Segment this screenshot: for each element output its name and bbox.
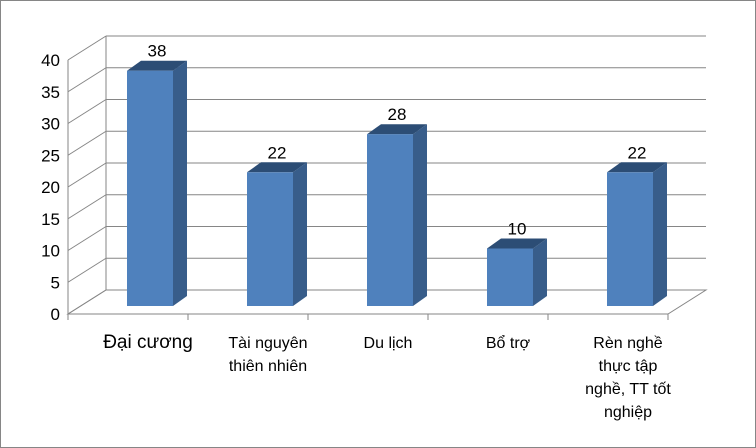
- x-category-label: Đại cương: [103, 332, 193, 353]
- y-tick-label: 40: [41, 51, 60, 70]
- y-tick-label: 20: [41, 178, 60, 197]
- side-wall-gridline: [67, 35, 107, 61]
- side-wall-gridline: [67, 130, 107, 156]
- bar-top: [367, 124, 427, 135]
- side-wall-gridline: [67, 99, 107, 124]
- data-label: 22: [268, 143, 287, 162]
- y-tick-label: 35: [41, 83, 60, 102]
- y-tick-label: 30: [41, 115, 60, 134]
- bar: [367, 134, 413, 306]
- data-label: 10: [508, 220, 527, 239]
- bar-side: [533, 238, 547, 306]
- y-tick-label: 15: [41, 210, 60, 229]
- bar: [127, 70, 173, 306]
- bar-top: [127, 60, 187, 71]
- y-tick-label: 25: [41, 146, 60, 165]
- data-label: 28: [388, 105, 407, 124]
- x-category-label: Bổ trợ: [486, 334, 531, 352]
- bar: [487, 248, 533, 306]
- x-category-label: Tài nguyên thiên nhiên: [228, 335, 307, 375]
- side-wall-gridline: [67, 67, 107, 93]
- bar-top: [607, 162, 667, 173]
- side-wall-gridline: [67, 257, 107, 283]
- y-tick-label: 5: [51, 273, 60, 292]
- x-category-label: Rèn nghề thực tập nghề, TT tốt nghiệp: [585, 335, 671, 421]
- side-wall-gridline: [67, 194, 107, 220]
- data-label: 22: [628, 143, 647, 162]
- bar: [607, 172, 653, 306]
- bar-top: [247, 162, 307, 173]
- y-tick-label: 0: [51, 305, 60, 324]
- bar: [247, 172, 293, 306]
- bar-top: [487, 238, 547, 249]
- chart-floor: [66, 289, 708, 315]
- bar-side: [413, 124, 427, 306]
- side-wall-gridline: [67, 226, 107, 251]
- data-label: 38: [148, 42, 167, 61]
- bar-side: [173, 60, 187, 307]
- bar-side: [293, 162, 307, 306]
- y-tick-label: 10: [41, 242, 60, 261]
- x-category-label: Du lịch: [364, 335, 413, 352]
- bar-side: [653, 162, 667, 306]
- side-wall-gridline: [67, 162, 107, 188]
